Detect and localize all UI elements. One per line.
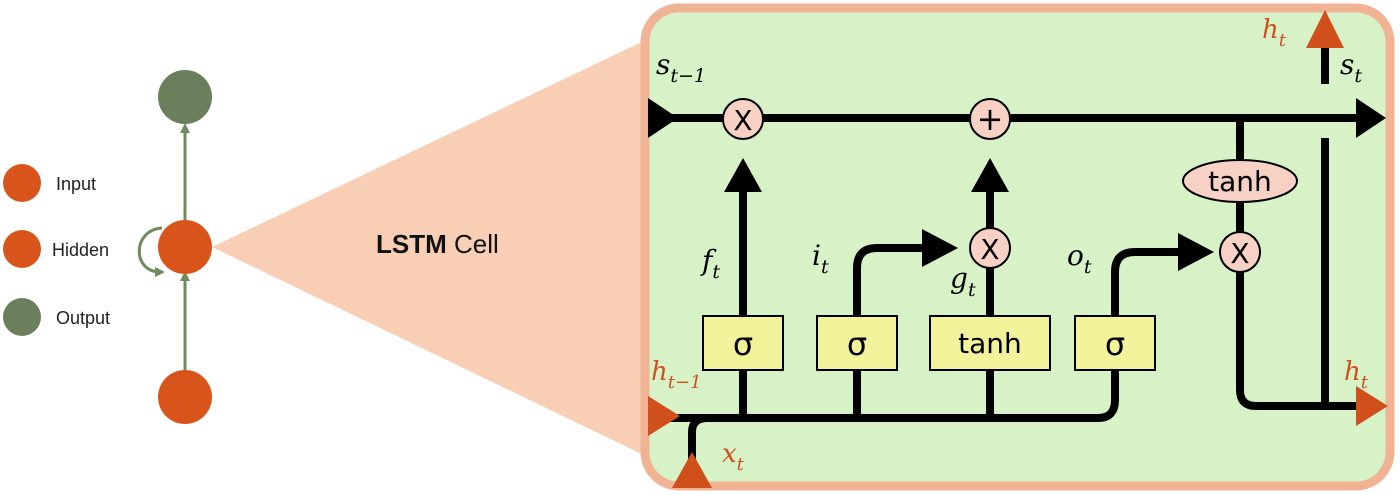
wires [665, 48, 1362, 460]
rnn-hidden-node [158, 220, 212, 274]
tanh-op-label: tanh [1208, 165, 1272, 198]
input-gate-box [816, 315, 898, 371]
forget-arrow [724, 158, 762, 192]
forget-multiply-label: X [733, 104, 752, 137]
output-gate-out-wire [1111, 248, 1180, 316]
i-label: it [812, 239, 829, 278]
x-input-label: xt [722, 439, 745, 475]
input-gate-out-wire [853, 244, 925, 316]
o-label: ot [1067, 239, 1092, 278]
h-output-wire [1236, 272, 1358, 410]
gates: σ σ tanh σ [702, 315, 1156, 371]
h-out-arrow [1356, 386, 1388, 426]
h-top-label: ht [1262, 15, 1287, 51]
rnn-input-node [158, 370, 212, 424]
output-gate-box [1074, 315, 1156, 371]
s-prev-label: st−1 [656, 48, 706, 87]
h-prev-label: ht−1 [651, 357, 702, 393]
input-multiply-op [969, 227, 1011, 269]
input-multiply-label: X [980, 233, 999, 266]
x-in-arrow [672, 452, 712, 488]
g-label: gt [950, 262, 976, 301]
legend-output-label: Output [56, 308, 110, 328]
input-gate-arrow [922, 229, 958, 267]
output-multiply-label: X [1230, 237, 1249, 270]
legend-hidden-label: Hidden [52, 240, 109, 260]
legend-output-swatch [3, 298, 41, 336]
input-bus-wire [665, 370, 1119, 422]
h-top-arrow [1306, 10, 1344, 48]
cell-state-in-arrow [648, 98, 678, 138]
x-input-wire [688, 414, 709, 460]
tanh-op [1182, 159, 1298, 203]
legend-input-swatch [3, 164, 41, 202]
legend: Input Hidden Output [3, 164, 110, 336]
candidate-gate-box [929, 315, 1051, 371]
arrowheads [648, 10, 1388, 488]
forget-multiply-op [722, 98, 764, 140]
input-gate-label: σ [847, 325, 867, 363]
output-gate-arrow [1178, 233, 1214, 271]
h-right-label: ht [1344, 357, 1369, 393]
legend-hidden-swatch [3, 230, 41, 268]
output-multiply-op [1219, 231, 1261, 273]
zoom-funnel [212, 38, 650, 458]
forget-gate-label: σ [733, 325, 753, 363]
add-op [969, 98, 1011, 140]
h-prev-arrow [648, 396, 680, 436]
rnn-recurrent-loop [137, 226, 165, 277]
add-arrow [971, 158, 1009, 192]
rnn-unit [137, 70, 212, 424]
lstm-cell-title: LSTM Cell [376, 229, 499, 259]
s-curr-label: st [1340, 48, 1362, 87]
forget-gate-box [702, 315, 784, 371]
rnn-output-node [158, 70, 212, 124]
output-gate-label: σ [1105, 325, 1125, 363]
legend-input-label: Input [56, 174, 96, 194]
cell-state-out-arrow [1356, 98, 1386, 138]
add-label: + [977, 100, 1004, 138]
candidate-gate-label: tanh [958, 327, 1022, 360]
operations: X + X X tanh [722, 98, 1298, 273]
